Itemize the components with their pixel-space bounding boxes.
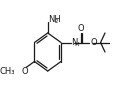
Text: O: O	[90, 38, 97, 47]
Text: 2: 2	[55, 19, 58, 24]
Text: O: O	[78, 24, 85, 33]
Text: H: H	[74, 42, 79, 48]
Text: NH: NH	[49, 15, 61, 24]
Text: N: N	[71, 38, 77, 47]
Text: O: O	[22, 68, 28, 77]
Text: CH₃: CH₃	[0, 68, 15, 77]
